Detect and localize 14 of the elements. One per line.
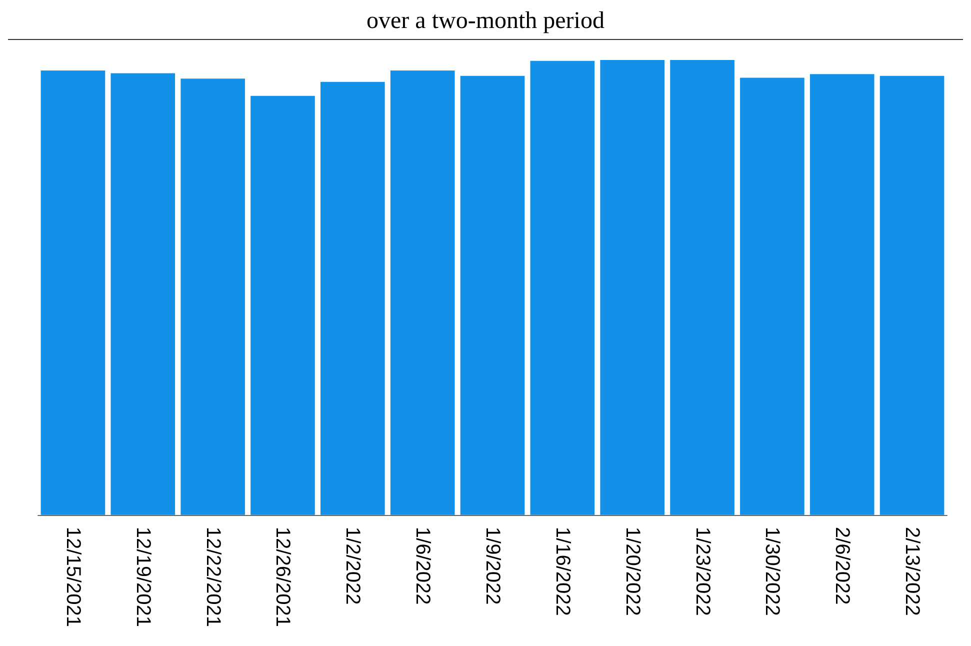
x-tick-label: 12/19/2021	[132, 526, 154, 628]
x-tick-label: 1/23/2022	[691, 526, 714, 616]
x-tick-label: 1/20/2022	[621, 526, 644, 616]
x-tick-label: 2/13/2022	[901, 526, 924, 616]
x-tick-label: 1/16/2022	[551, 526, 574, 616]
x-tick-label: 1/2/2022	[342, 526, 364, 605]
x-tick-label: 1/6/2022	[412, 526, 434, 605]
x-tick-label: 12/15/2021	[62, 526, 84, 628]
x-tick-label: 1/9/2022	[482, 526, 504, 605]
x-tick-label: 1/30/2022	[761, 526, 784, 616]
x-tick-label: 12/26/2021	[272, 526, 294, 628]
x-tick-label: 12/22/2021	[202, 526, 224, 628]
chart-title: over a two-month period	[8, 8, 963, 40]
x-tick-label: 2/6/2022	[831, 526, 854, 605]
